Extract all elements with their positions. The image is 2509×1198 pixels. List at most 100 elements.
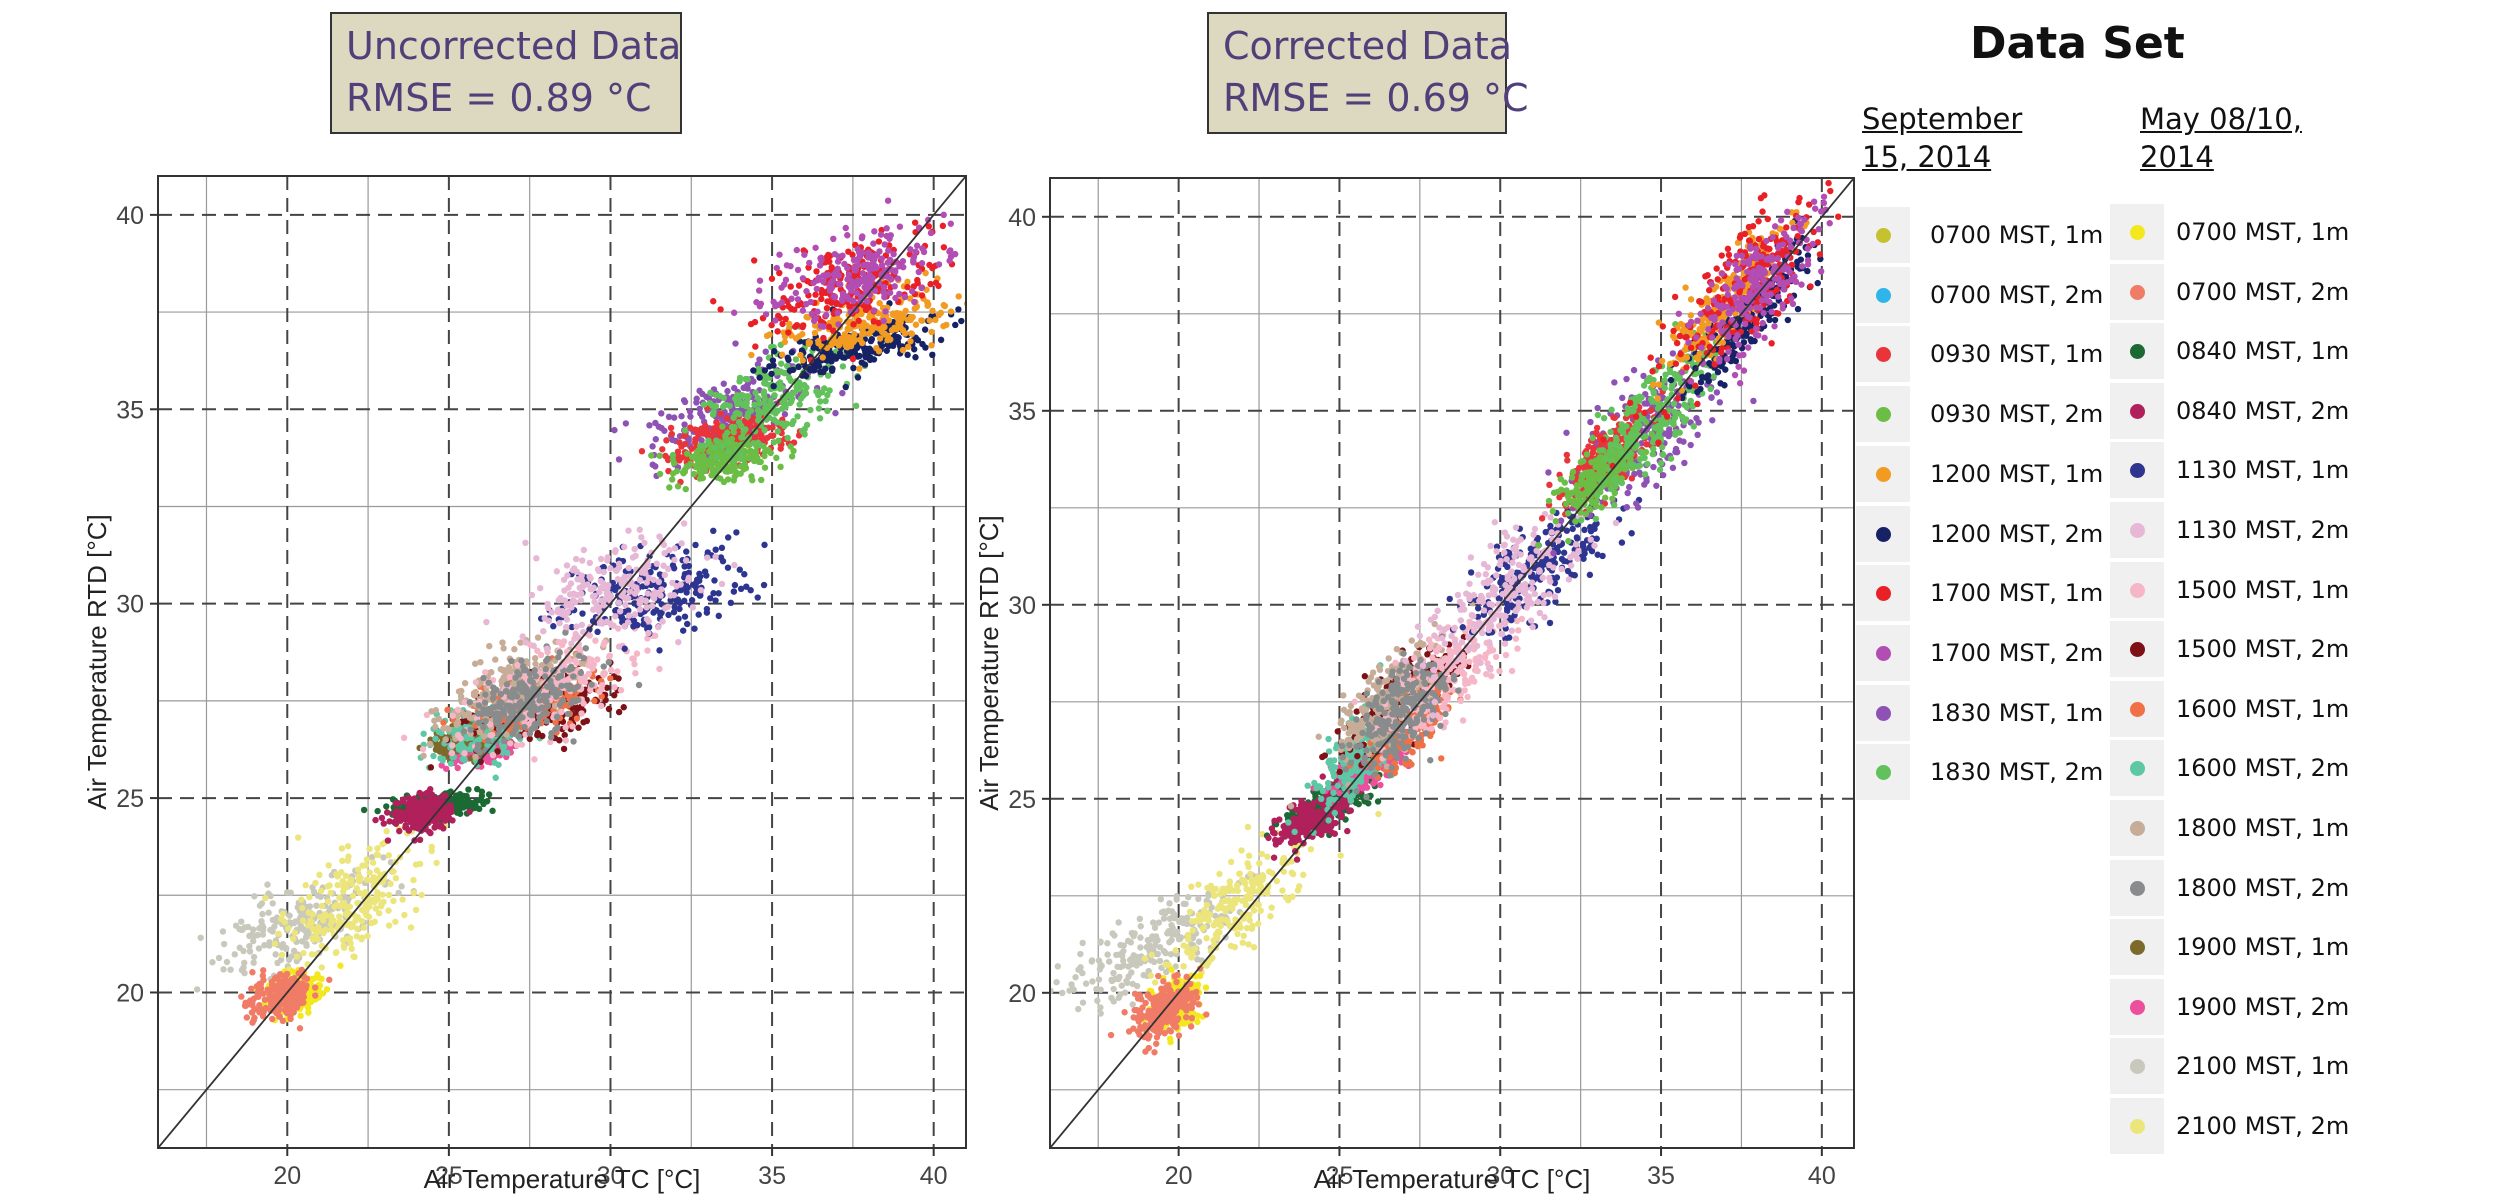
data-point	[763, 434, 771, 442]
data-point	[611, 426, 618, 434]
data-point	[603, 588, 611, 596]
data-point	[250, 926, 257, 933]
data-point	[671, 556, 678, 564]
data-point	[531, 667, 538, 674]
data-point	[625, 612, 633, 619]
data-point	[275, 983, 282, 990]
data-point	[561, 731, 568, 739]
data-point	[682, 485, 689, 493]
data-point	[309, 936, 317, 943]
data-point	[842, 383, 849, 391]
data-point	[761, 452, 768, 460]
data-point	[475, 719, 482, 727]
data-point	[305, 1009, 312, 1016]
data-point	[699, 390, 706, 398]
data-point	[215, 954, 223, 962]
data-point	[655, 578, 663, 586]
data-point	[349, 892, 357, 900]
data-point	[485, 791, 493, 798]
data-point	[274, 959, 281, 967]
data-point	[488, 669, 495, 676]
data-point	[707, 389, 714, 397]
data-point	[756, 374, 763, 381]
data-point	[727, 462, 735, 470]
data-point	[298, 938, 306, 945]
data-point	[517, 639, 524, 646]
data-point	[428, 843, 435, 851]
data-point	[684, 577, 692, 584]
data-point	[433, 859, 440, 867]
data-point	[750, 257, 758, 264]
data-point	[400, 814, 408, 821]
data-point	[556, 649, 563, 656]
data-point	[560, 638, 568, 645]
data-point	[516, 699, 523, 707]
data-point	[785, 356, 792, 364]
data-point	[645, 574, 653, 582]
data-point	[776, 368, 784, 376]
data-point	[385, 907, 392, 914]
data-point	[711, 577, 718, 584]
data-point	[431, 824, 438, 831]
data-point	[360, 924, 368, 931]
data-point	[770, 382, 777, 390]
data-point	[261, 941, 268, 949]
data-point	[588, 681, 595, 688]
data-point	[504, 749, 511, 757]
data-point	[666, 484, 673, 491]
data-point	[573, 704, 580, 712]
data-point	[566, 600, 574, 607]
data-point	[731, 581, 739, 589]
data-point	[788, 349, 796, 356]
data-point	[701, 442, 709, 449]
data-point	[353, 885, 361, 892]
data-point	[258, 917, 265, 925]
data-point	[561, 587, 568, 594]
data-point	[621, 645, 628, 652]
data-point	[455, 743, 463, 751]
data-point	[618, 580, 625, 587]
data-point	[839, 389, 846, 397]
data-point	[675, 615, 682, 622]
data-point	[269, 928, 276, 935]
data-point	[712, 553, 719, 561]
data-point	[330, 931, 338, 938]
data-point	[579, 610, 586, 617]
data-point	[659, 618, 666, 625]
data-point	[383, 803, 390, 810]
data-point	[362, 862, 369, 869]
data-point	[521, 723, 528, 731]
data-point	[290, 975, 298, 982]
data-point	[696, 468, 703, 475]
data-point	[406, 799, 414, 806]
data-point	[480, 674, 487, 682]
data-point	[866, 345, 873, 353]
data-point	[787, 283, 794, 290]
data-point	[631, 545, 638, 553]
data-point	[762, 404, 769, 412]
data-point	[283, 1009, 290, 1017]
data-point	[489, 751, 497, 759]
data-point	[292, 918, 299, 925]
data-point	[678, 540, 685, 547]
data-point	[675, 638, 682, 646]
data-point	[579, 557, 586, 564]
data-point	[373, 851, 381, 858]
data-point	[279, 910, 287, 917]
data-point	[669, 451, 677, 459]
data-point	[866, 330, 873, 337]
data-point	[402, 822, 409, 829]
data-point	[725, 448, 732, 455]
data-point	[264, 881, 271, 888]
data-point	[407, 924, 415, 931]
data-point	[818, 295, 825, 303]
data-point	[331, 903, 338, 911]
data-point	[506, 673, 514, 681]
data-point	[715, 612, 722, 620]
data-point	[480, 724, 487, 731]
data-point	[482, 717, 489, 725]
data-point	[259, 931, 267, 938]
data-point	[590, 606, 597, 613]
data-point	[703, 609, 711, 616]
data-point	[819, 354, 826, 361]
